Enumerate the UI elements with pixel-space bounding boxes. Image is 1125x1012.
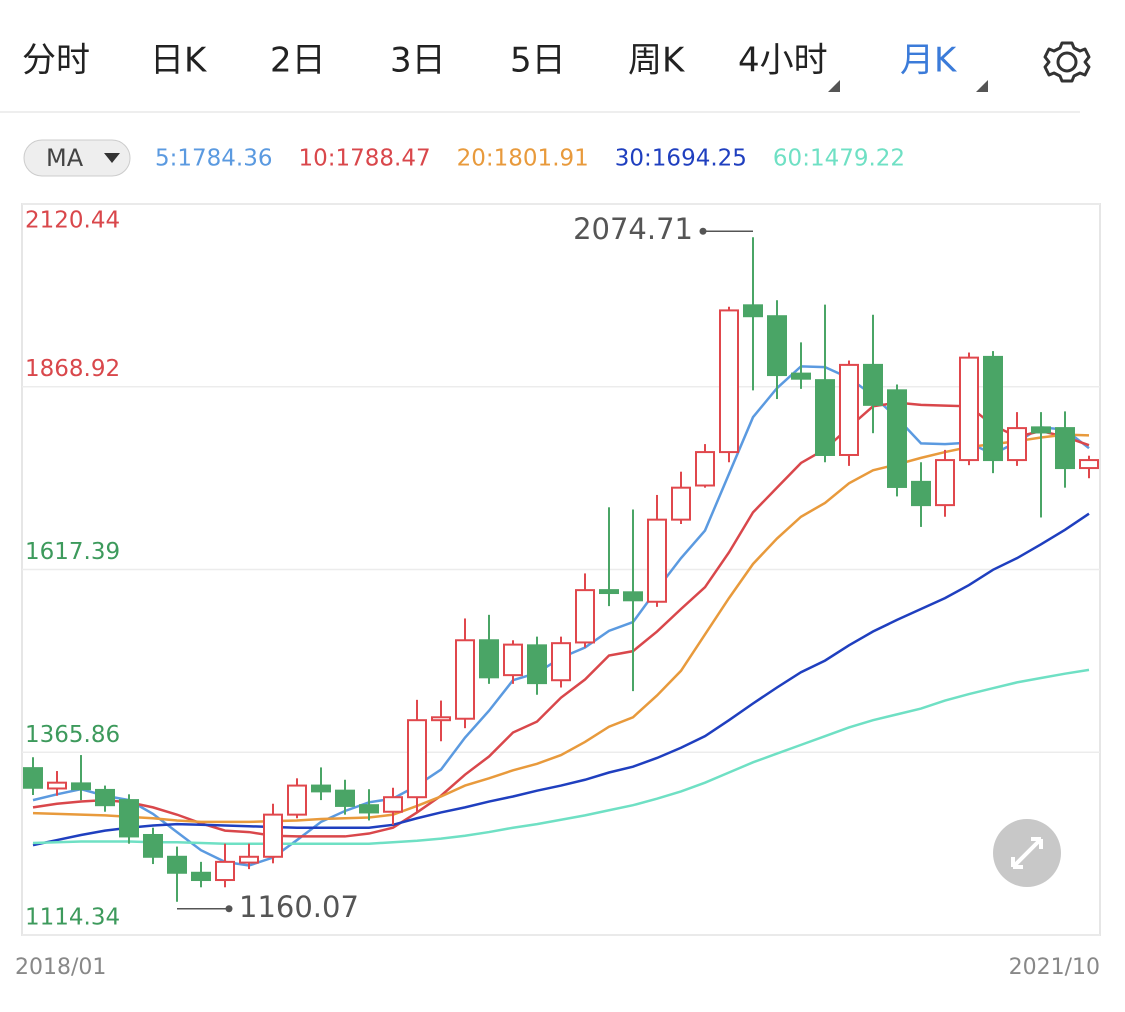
ma-line xyxy=(32,365,1090,867)
y-tick-label: 1365.86 xyxy=(25,722,120,748)
y-tick-label: 2120.44 xyxy=(25,208,120,234)
candle-body xyxy=(191,871,211,882)
candle-body xyxy=(935,459,955,507)
ma-line xyxy=(32,401,1090,838)
candle-body xyxy=(335,789,355,807)
candle-body xyxy=(1055,427,1075,470)
legend-entry: 60:1479.22 xyxy=(773,146,905,172)
candle-body xyxy=(95,788,115,807)
select-box xyxy=(23,139,131,177)
candle-body xyxy=(407,719,427,799)
tab[interactable]: 4小时 xyxy=(738,41,828,81)
tab[interactable]: 5日 xyxy=(510,41,566,81)
select-arrow xyxy=(104,153,120,163)
x-tick-label: 2018/01 xyxy=(15,955,106,980)
legend-entry: 10:1788.47 xyxy=(299,146,431,172)
ma-line xyxy=(32,512,1090,847)
tab[interactable]: 分时 xyxy=(22,41,90,81)
candle-body xyxy=(863,363,883,406)
candle-body xyxy=(575,589,595,644)
candle-body xyxy=(911,480,931,507)
candle-body xyxy=(551,642,571,682)
expand-button[interactable] xyxy=(993,819,1061,887)
candle-body xyxy=(167,855,187,874)
candle-body xyxy=(479,639,499,679)
legend-entry: 20:1801.91 xyxy=(457,146,589,172)
legend-entry: 5:1784.36 xyxy=(155,146,273,172)
candle-body xyxy=(215,860,235,882)
annotation-label: 2074.71 xyxy=(573,212,693,246)
tab[interactable]: 3日 xyxy=(390,41,446,81)
tab[interactable]: 2日 xyxy=(270,41,326,81)
x-tick-label: 2021/10 xyxy=(1009,955,1100,980)
annotation-label: 1160.07 xyxy=(239,890,359,924)
candle-body xyxy=(959,356,979,462)
candle-body xyxy=(839,363,859,456)
candle-body xyxy=(1031,426,1051,434)
tab[interactable]: 日K xyxy=(150,41,208,81)
y-tick-label: 1114.34 xyxy=(25,905,120,931)
candle-body xyxy=(71,782,91,791)
expand-arrows xyxy=(1011,837,1043,869)
candle-body xyxy=(503,643,523,677)
candle-body xyxy=(743,304,763,318)
candle-body xyxy=(791,372,811,380)
dropdown-corner xyxy=(828,80,840,92)
candle-body xyxy=(623,591,643,602)
candle-body xyxy=(23,767,43,789)
candle-body xyxy=(359,804,379,814)
candle-body xyxy=(695,451,715,487)
candle-body xyxy=(599,589,619,595)
dropdown-corner xyxy=(976,80,988,92)
candle-body xyxy=(311,784,331,793)
candle-body xyxy=(527,644,547,685)
candle-body xyxy=(287,784,307,816)
candle-body xyxy=(263,813,283,858)
candle-body xyxy=(431,716,451,722)
select-label: MA xyxy=(46,144,84,172)
candle-body xyxy=(815,379,835,456)
candle-body xyxy=(239,855,259,864)
y-tick-label: 1868.92 xyxy=(25,356,120,382)
candle-body xyxy=(455,639,475,720)
candle-body xyxy=(1079,459,1099,470)
candle-body xyxy=(143,833,163,858)
y-tick-label: 1617.39 xyxy=(25,539,120,565)
gear-outline xyxy=(1043,41,1091,83)
tab[interactable]: 周K xyxy=(628,41,686,81)
candle-body xyxy=(767,315,787,377)
candle-body xyxy=(671,486,691,521)
indicator-select[interactable]: MA xyxy=(23,139,131,177)
annotation-dot xyxy=(225,905,233,913)
gear-hub xyxy=(1056,51,1078,73)
candle-body xyxy=(383,796,403,813)
legend-entry: 30:1694.25 xyxy=(615,146,747,172)
candle-body xyxy=(887,389,907,488)
settings-icon[interactable] xyxy=(1043,41,1091,83)
annotation-dot xyxy=(699,227,707,235)
tab[interactable]: 月K xyxy=(900,41,958,81)
candle-body xyxy=(983,355,1003,462)
ma-line xyxy=(32,668,1090,845)
candle-body xyxy=(1007,427,1027,462)
candle-body xyxy=(47,781,67,790)
candle-body xyxy=(719,309,739,454)
candle-body xyxy=(119,799,139,838)
ma-line xyxy=(32,433,1090,824)
candle-body xyxy=(647,518,667,603)
